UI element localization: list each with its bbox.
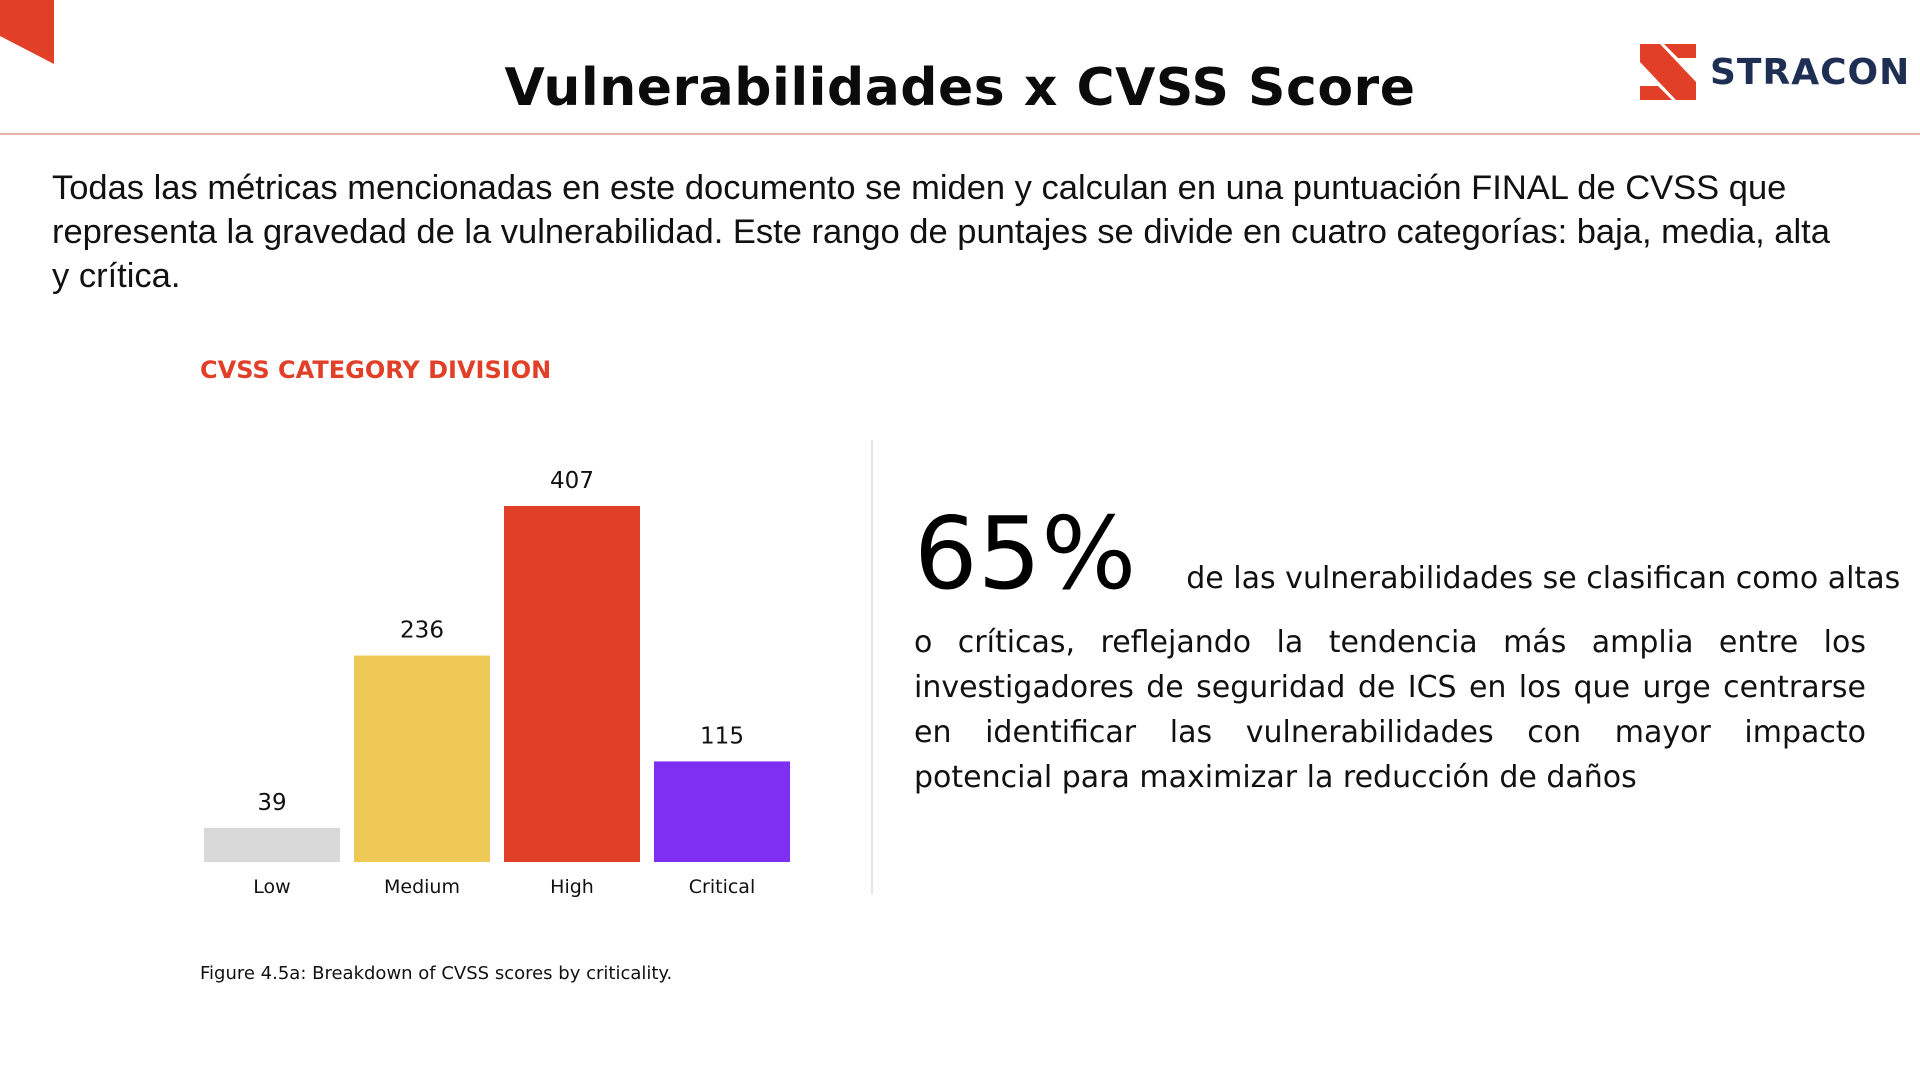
stat-lead-text: de las vulnerabilidades se clasifican co… [1186,561,1901,596]
bar-high [504,506,640,862]
data-label-low: 39 [257,790,286,816]
bar-critical [654,761,790,862]
data-label-medium: 236 [400,618,444,644]
corner-triangle-icon [0,0,54,64]
title-divider [0,133,1920,135]
stracon-s-logo-icon [1640,44,1696,100]
figure-caption: Figure 4.5a: Breakdown of CVSS scores by… [200,963,673,984]
vertical-divider [871,440,873,894]
stat-description: o críticas, reflejando la tendencia más … [914,625,1866,795]
stracon-logo: STRACON [1640,44,1910,100]
tick-label-medium: Medium [384,876,460,898]
cvss-bar-chart: 39 Low 236 Medium 407 High 115 Critical [204,468,790,898]
chart-title: CVSS CATEGORY DIVISION [200,356,552,384]
logo-text: STRACON [1710,51,1911,93]
stat-callout: 65% de las vulnerabilidades se clasifica… [914,495,1900,800]
data-label-critical: 115 [700,723,744,749]
tick-label-critical: Critical [689,876,755,898]
tick-label-low: Low [253,876,290,898]
data-label-high: 407 [550,468,594,494]
bar-medium [354,655,490,862]
stat-percentage: 65% [914,495,1137,612]
tick-label-high: High [550,876,594,898]
bar-low [204,827,340,862]
page-title: Vulnerabilidades x CVSS Score [504,58,1416,118]
intro-paragraph: Todas las métricas mencionadas en este d… [52,169,1830,295]
